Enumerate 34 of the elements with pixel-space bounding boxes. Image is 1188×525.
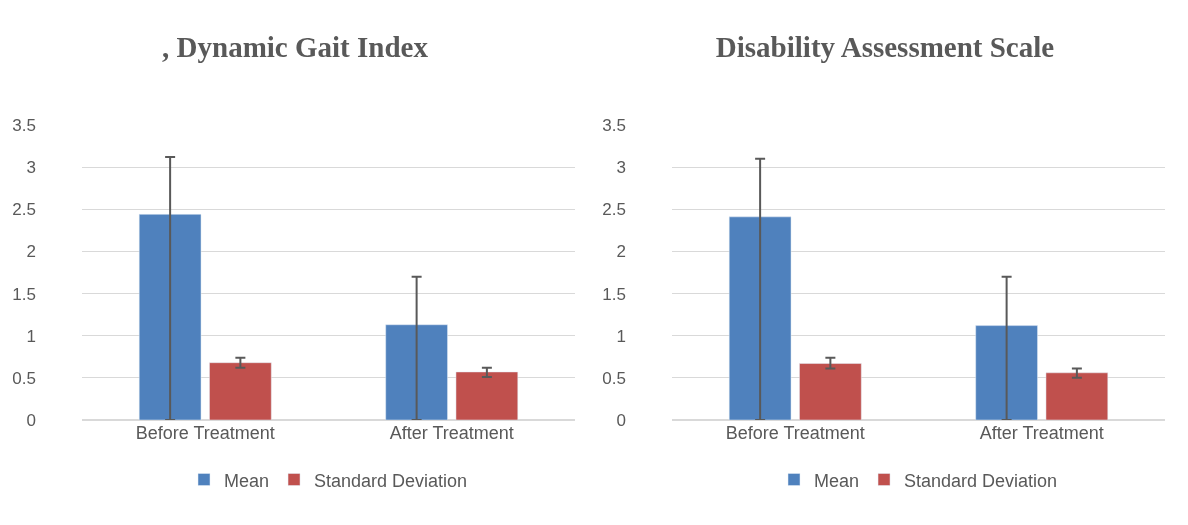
bar <box>455 371 519 420</box>
y-tick-label: 0.5 <box>602 368 626 388</box>
y-tick-label: 3 <box>26 158 36 178</box>
y-tick-label: 1 <box>26 326 36 346</box>
y-tick-label: 0.5 <box>12 368 36 388</box>
chart-title: Disability Assessment Scale <box>715 30 1055 63</box>
chart-title: , Dynamic Gait Index <box>162 30 429 63</box>
x-tick-label: After Treatment <box>389 423 514 443</box>
bar <box>138 214 202 420</box>
bar <box>209 362 272 420</box>
x-tick-label: Before Treatment <box>135 423 275 443</box>
y-tick-label: 0 <box>616 410 626 430</box>
y-tick-label: 0 <box>26 410 36 430</box>
y-tick-label: 3 <box>616 158 626 178</box>
y-tick-label: 3.5 <box>602 115 626 135</box>
y-tick-label: 2.5 <box>12 200 36 220</box>
legend-label: Standard Deviation <box>314 470 468 491</box>
y-tick-label: 1 <box>616 326 626 346</box>
y-tick-label: 2 <box>26 242 36 262</box>
legend-label: Mean <box>814 470 860 491</box>
y-tick-label: 1.5 <box>602 284 626 304</box>
y-tick-label: 1.5 <box>12 284 36 304</box>
bar <box>799 363 862 420</box>
y-tick-label: 2.5 <box>602 200 626 220</box>
bar <box>385 324 448 420</box>
x-tick-label: After Treatment <box>979 423 1104 443</box>
legend-label: Standard Deviation <box>904 470 1058 491</box>
legend-label: Mean <box>224 470 270 491</box>
bar <box>728 216 792 420</box>
y-tick-label: 3.5 <box>12 115 36 135</box>
bar <box>975 325 1038 420</box>
x-tick-label: Before Treatment <box>725 423 865 443</box>
bar <box>1045 372 1109 420</box>
y-tick-label: 2 <box>616 242 626 262</box>
